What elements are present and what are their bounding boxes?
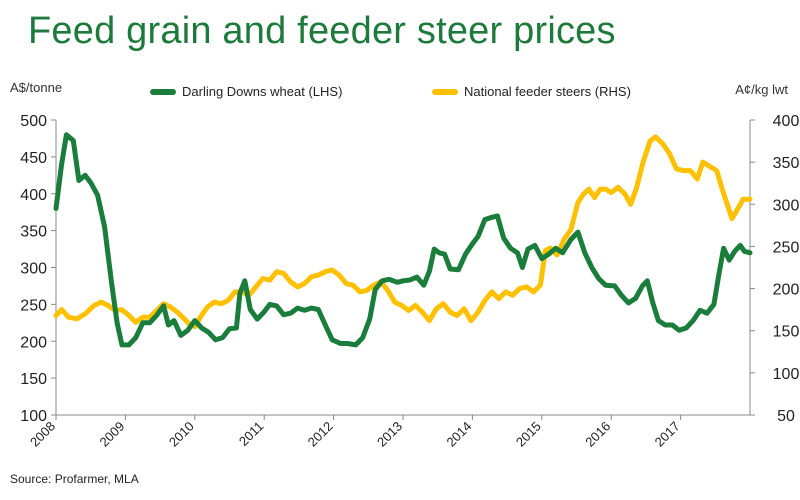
left-tick-label: 400 bbox=[20, 187, 47, 204]
legend-label-wheat: Darling Downs wheat (LHS) bbox=[182, 84, 343, 99]
left-tick-label: 500 bbox=[20, 113, 47, 130]
legend-label-steers: National feeder steers (RHS) bbox=[464, 84, 631, 99]
x-tick-label: 2011 bbox=[236, 419, 266, 449]
legend-swatch-wheat bbox=[150, 88, 176, 95]
right-tick-label: 400 bbox=[773, 113, 800, 130]
x-tick-label: 2017 bbox=[652, 419, 683, 450]
series-lines bbox=[53, 132, 753, 348]
legend-item-wheat: Darling Downs wheat (LHS) bbox=[150, 84, 342, 99]
right-tick-label: 350 bbox=[773, 155, 800, 172]
legend-swatch-steers bbox=[432, 88, 458, 95]
x-tick-label: 2013 bbox=[374, 419, 405, 450]
right-tick-label: 300 bbox=[773, 197, 800, 214]
x-tick-label: 2012 bbox=[305, 419, 336, 450]
left-tick-label: 300 bbox=[20, 261, 47, 278]
left-axis-ticks: 500 450 400 350 300 250 200 150 100 bbox=[20, 113, 56, 425]
left-tick-label: 350 bbox=[20, 224, 47, 241]
right-tick-label: 50 bbox=[777, 408, 795, 425]
x-tick-label: 2010 bbox=[166, 419, 197, 450]
right-axis-ticks: 400 350 300 250 200 150 100 50 bbox=[750, 113, 799, 425]
right-tick-label: 200 bbox=[773, 282, 800, 299]
steers-series-line bbox=[53, 134, 753, 329]
left-tick-label: 250 bbox=[20, 297, 47, 314]
chart-title: Feed grain and feeder steer prices bbox=[28, 10, 616, 52]
left-tick-label: 200 bbox=[20, 334, 47, 351]
left-axis-unit: A$/tonne bbox=[10, 80, 63, 95]
right-tick-label: 100 bbox=[773, 366, 800, 383]
x-tick-label: 2009 bbox=[96, 419, 127, 450]
left-tick-label: 100 bbox=[20, 408, 47, 425]
right-tick-label: 150 bbox=[773, 324, 800, 341]
right-tick-label: 250 bbox=[773, 239, 800, 256]
left-tick-label: 150 bbox=[20, 371, 47, 388]
x-tick-label: 2014 bbox=[443, 419, 474, 450]
right-axis-unit: A¢/kg lwt bbox=[735, 82, 788, 97]
legend-item-steers: National feeder steers (RHS) bbox=[432, 84, 631, 99]
x-tick-label: 2015 bbox=[513, 419, 544, 450]
source-note: Source: Profarmer, MLA bbox=[10, 472, 139, 486]
x-axis-ticks: 2008 2009 2010 2011 2012 2013 2014 2015 2016 2017 bbox=[27, 415, 683, 450]
wheat-series-line bbox=[53, 132, 753, 348]
left-tick-label: 450 bbox=[20, 150, 47, 167]
x-tick-label: 2016 bbox=[582, 419, 613, 450]
